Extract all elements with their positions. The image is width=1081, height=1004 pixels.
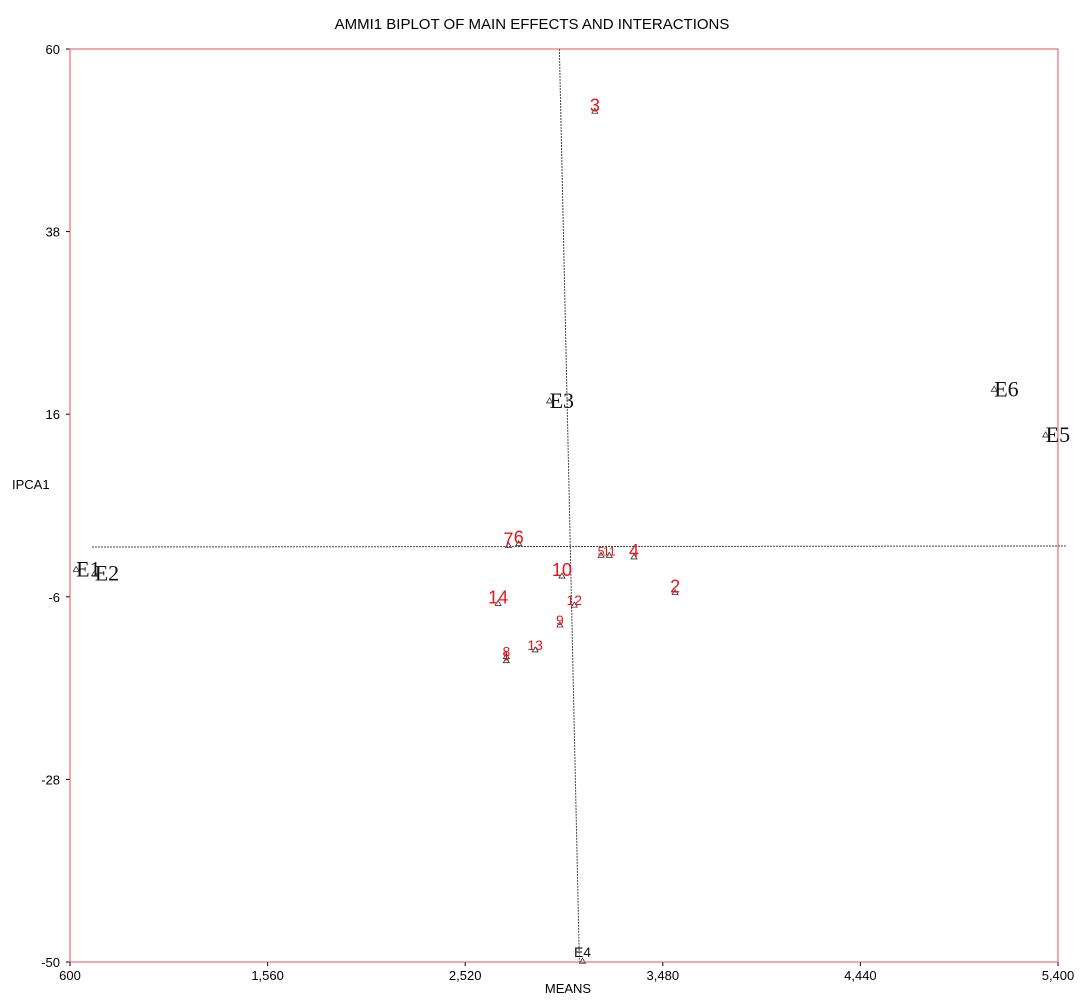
reference-lines <box>91 48 1067 963</box>
genotype-label: 7 <box>503 529 513 549</box>
environment-label: E4 <box>574 944 591 960</box>
x-tick-label: 5,400 <box>1042 968 1075 983</box>
x-tick-label: 3,480 <box>647 968 680 983</box>
genotype-marker <box>605 551 613 558</box>
genotype-marker <box>556 621 564 628</box>
environment-label: E6 <box>994 376 1018 401</box>
y-axis-label: IPCA1 <box>12 477 50 492</box>
genotype-marker <box>570 601 578 608</box>
vertical-reference-line <box>558 48 580 963</box>
y-tick-label: -6 <box>48 590 60 605</box>
horizontal-reference-line <box>91 545 1067 548</box>
environment-marker <box>1041 431 1050 438</box>
genotype-label: 11 <box>603 544 616 558</box>
genotype-marker <box>531 646 539 653</box>
genotype-marker <box>591 107 599 114</box>
y-tick-label: -28 <box>41 772 60 787</box>
x-tick-label: 1,560 <box>251 968 284 983</box>
genotype-marker <box>558 572 566 579</box>
genotype-label: 1 <box>503 650 510 664</box>
environment-label: E1 <box>76 556 100 581</box>
genotype-label: 14 <box>488 587 508 607</box>
plot-frame <box>69 48 1059 963</box>
y-tick-label: -50 <box>41 955 60 970</box>
genotype-label: 12 <box>567 592 583 608</box>
genotype-label: 9 <box>556 612 564 628</box>
y-tick-label: 38 <box>46 225 60 240</box>
genotype-label: 8 <box>502 644 510 660</box>
y-tick-label: 16 <box>46 407 60 422</box>
genotype-marker <box>504 541 513 548</box>
genotype-marker <box>671 588 679 596</box>
environment-label: E3 <box>550 388 574 413</box>
genotype-label: 5 <box>598 544 605 558</box>
environment-marker <box>990 385 998 392</box>
x-tick-label: 4,440 <box>844 968 877 983</box>
environment-marker <box>545 397 554 404</box>
environment-marker <box>90 569 99 576</box>
x-tick-label: 2,520 <box>449 968 482 983</box>
genotype-marker <box>502 652 511 659</box>
genotype-label: 13 <box>527 637 543 653</box>
x-axis-label: MEANS <box>545 981 592 996</box>
genotype-label: 4 <box>629 541 639 561</box>
genotype-label: 10 <box>552 560 572 580</box>
environment-label: E2 <box>95 561 119 586</box>
environment-marker <box>72 565 80 572</box>
x-tick-label: 600 <box>59 968 81 983</box>
axis-ticks: 600 1,560 2,520 3,480 4,440 5,400603816-6-28-… <box>41 42 1074 983</box>
genotype-label: 2 <box>670 577 680 597</box>
genotype-label: 6 <box>514 528 524 548</box>
chart-title: AMMI1 BIPLOT OF MAIN EFFECTS AND INTERAC… <box>335 16 730 33</box>
genotype-marker <box>515 539 523 547</box>
genotype-label: 3 <box>590 95 600 115</box>
environment-marker <box>578 957 587 964</box>
genotype-marker <box>630 553 638 560</box>
genotype-marker <box>494 599 502 606</box>
genotype-marker <box>597 551 605 558</box>
genotype-marker <box>502 656 511 664</box>
y-tick-label: 60 <box>46 42 60 57</box>
